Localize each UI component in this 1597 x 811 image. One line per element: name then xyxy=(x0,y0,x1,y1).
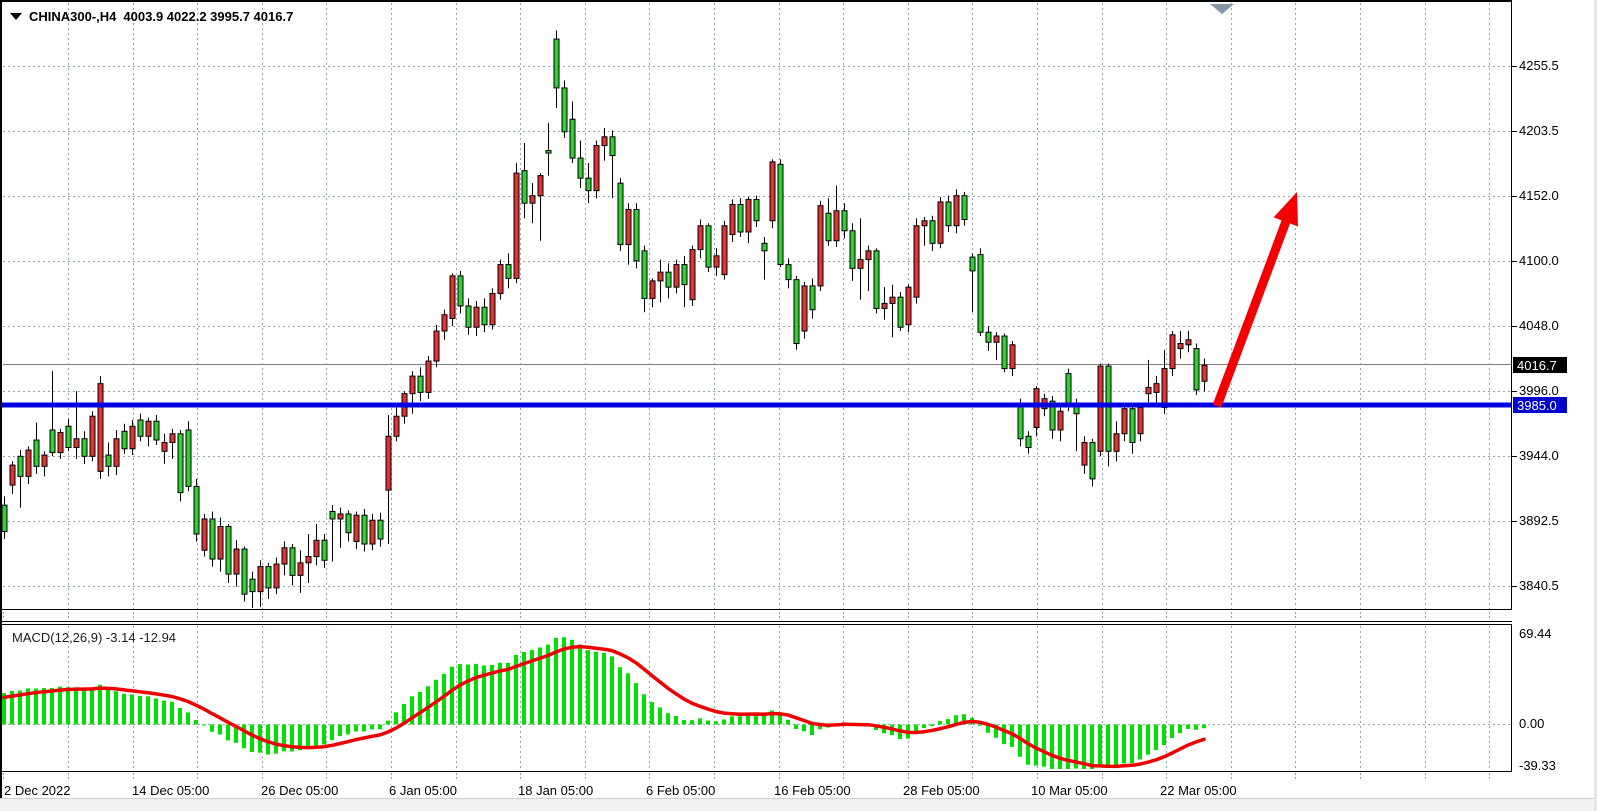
time-axis-label: 28 Feb 05:00 xyxy=(903,783,980,798)
time-axis-label: 18 Jan 05:00 xyxy=(518,783,594,798)
time-axis-label: 2 Dec 2022 xyxy=(4,783,71,798)
macd-axis-label: 69.44 xyxy=(1519,626,1552,641)
time-axis-label: 22 Mar 05:00 xyxy=(1160,783,1237,798)
price-chart-panel[interactable] xyxy=(2,2,1512,610)
time-axis-label: 14 Dec 05:00 xyxy=(132,783,210,798)
ohlc-readout: 4003.9 4022.2 3995.7 4016.7 xyxy=(123,8,294,24)
window-bottom-strip xyxy=(0,798,1597,811)
price-axis-label: 4048.0 xyxy=(1519,318,1559,333)
price-axis-tick xyxy=(1512,521,1517,522)
price-axis-tick xyxy=(1512,391,1517,392)
price-axis-tick xyxy=(1512,261,1517,262)
price-axis-label: 4203.5 xyxy=(1519,123,1559,138)
price-axis-tick xyxy=(1512,196,1517,197)
symbol-label: CHINA300-,H4 xyxy=(29,8,117,24)
price-axis-tick xyxy=(1512,326,1517,327)
price-axis-tick xyxy=(1512,131,1517,132)
price-axis-label: 3996.0 xyxy=(1519,383,1559,398)
window-left-border xyxy=(0,0,2,798)
chart-title: CHINA300-,H4 4003.9 4022.2 3995.7 4016.7 xyxy=(10,8,293,24)
symbol-dropdown-icon[interactable] xyxy=(10,12,22,20)
chart-shift-marker-icon[interactable] xyxy=(1206,3,1246,23)
macd-axis-label: 0.00 xyxy=(1519,716,1545,731)
macd-indicator-label: MACD(12,26,9) -3.14 -12.94 xyxy=(12,630,177,645)
macd-axis-label: -39.33 xyxy=(1519,758,1556,773)
level-price-tag: 3985.0 xyxy=(1513,397,1567,413)
price-axis-label: 4152.0 xyxy=(1519,188,1559,203)
panel-separator[interactable] xyxy=(2,610,1512,622)
time-axis-label: 6 Jan 05:00 xyxy=(389,783,457,798)
price-axis-tick xyxy=(1512,456,1517,457)
time-axis-label: 6 Feb 05:00 xyxy=(646,783,716,798)
price-axis-label: 3840.5 xyxy=(1519,578,1559,593)
price-axis-tick xyxy=(1512,66,1517,67)
current-price-tag: 4016.7 xyxy=(1513,357,1567,373)
time-axis[interactable] xyxy=(2,772,1512,798)
price-axis-label: 4100.0 xyxy=(1519,253,1559,268)
window-right-edge xyxy=(1594,0,1597,811)
price-axis-label: 4255.5 xyxy=(1519,58,1559,73)
window-top-border xyxy=(0,0,1512,2)
time-axis-label: 10 Mar 05:00 xyxy=(1031,783,1108,798)
price-axis-label: 3944.0 xyxy=(1519,448,1559,463)
time-axis-label: 26 Dec 05:00 xyxy=(261,783,339,798)
time-axis-label: 16 Feb 05:00 xyxy=(774,783,851,798)
price-axis-label: 3892.5 xyxy=(1519,513,1559,528)
price-axis-tick xyxy=(1512,586,1517,587)
